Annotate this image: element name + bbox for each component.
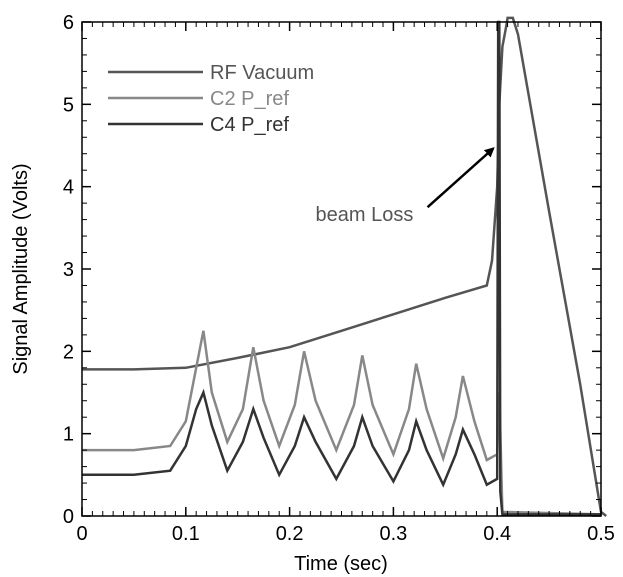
x-tick-label: 0: [76, 523, 87, 545]
y-axis-label: Signal Amplitude (Volts): [10, 163, 32, 374]
y-tick-label: 0: [63, 506, 74, 528]
legend: RF Vacuum C2 P_ref C4 P_ref: [108, 62, 314, 136]
x-tick-label: 0.3: [379, 523, 407, 545]
legend-label: C2 P_ref: [210, 88, 289, 110]
y-tick-label: 5: [63, 94, 74, 116]
y-tick-label: 1: [63, 424, 74, 446]
legend-label: C4 P_ref: [210, 114, 289, 136]
series-line-0: [82, 16, 607, 517]
legend-label: RF Vacuum: [210, 62, 314, 84]
x-tick-label: 0.2: [276, 523, 304, 545]
x-tick-label: 0.5: [587, 523, 615, 545]
plot-frame: [81, 21, 602, 517]
series-line-1: [82, 330, 602, 516]
x-tick-label: 0.1: [172, 523, 200, 545]
y-tick-label: 3: [63, 259, 74, 281]
series-layer: [82, 16, 607, 517]
annotation-text: beam Loss: [316, 204, 414, 226]
x-axis-label: Time (sec): [294, 553, 388, 575]
y-tick-label: 2: [63, 341, 74, 363]
annotations: beam Loss: [316, 147, 495, 226]
x-tick-label: 0.4: [483, 523, 511, 545]
annotation-arrow: [426, 147, 495, 209]
axis-ticks: 0 0.1 0.2 0.3 0.4 0.5 0 1 2 3 4 5 6: [63, 12, 615, 545]
y-tick-label: 4: [63, 177, 74, 199]
y-tick-label: 6: [63, 12, 74, 34]
series-line-2: [82, 20, 601, 516]
